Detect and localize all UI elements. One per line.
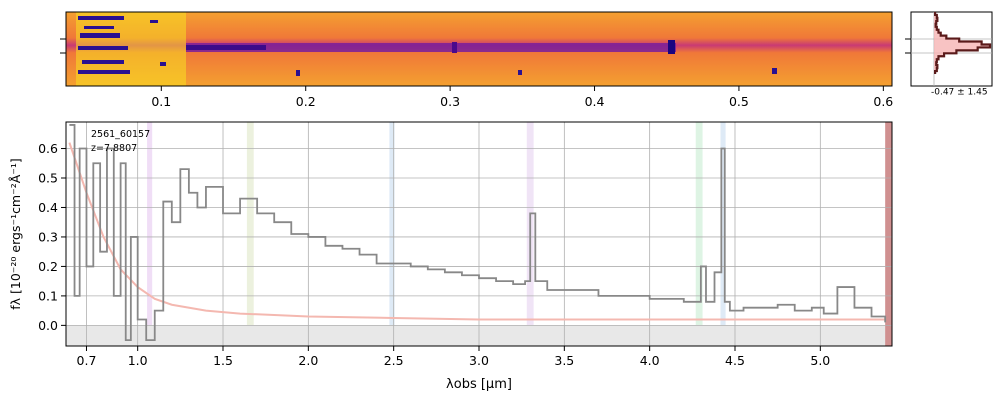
spectrum-1d-xtick-label: 3.0 (469, 353, 489, 368)
spectrum-1d-ytick-label: 0.4 (38, 200, 58, 215)
spectrum-1d-xtick-label: 2.5 (384, 353, 404, 368)
spectrum-1d-xtick-label: 5.0 (810, 353, 830, 368)
y-axis-label: fλ [10⁻²⁰ ergs⁻¹cm⁻²Å⁻¹] (8, 158, 23, 310)
spectrum-1d-xtick-label: 1.5 (213, 353, 233, 368)
emission-line-band (720, 122, 726, 346)
spectrum-2d-emission-1 (452, 42, 457, 53)
model-line (68, 142, 886, 321)
spectrum-2d-xtick-label: 0.6 (873, 94, 893, 109)
spectrum-2d-xtick-label: 0.5 (729, 94, 749, 109)
spectrum-1d-xtick-label: 4.0 (640, 353, 660, 368)
spectrum-2d-artifact (296, 70, 300, 76)
wavelength-limit-marker (885, 122, 892, 346)
spectrum-1d-ytick-label: 0.5 (38, 171, 58, 186)
spectrum-1d-grid (66, 122, 892, 346)
spectrum-1d-panel: 0.7 1.0 1.5 2.0 2.5 3.0 3.5 4.0 4.5 5.0 0.0 0.1 0.2 0… (8, 121, 893, 392)
profile-panel: -0.47 ± 1.45 (905, 11, 993, 98)
spectrum-1d-xtick-label: 3.5 (554, 353, 574, 368)
spectrum-2d-artifact (518, 70, 522, 75)
object-id-label: 2561_60157 (91, 129, 150, 140)
spectrum-2d-trace-core (186, 45, 266, 50)
spectrum-1d-ytick-label: 0.2 (38, 259, 58, 274)
spectrum-1d-ytick-label: 0.1 (38, 288, 58, 303)
spectrum-2d-xtick-label: 0.2 (296, 94, 316, 109)
spectrum-2d-emission-2 (668, 40, 675, 54)
spectrum-1d-ytick-label: 0.0 (38, 318, 58, 333)
profile-annotation: -0.47 ± 1.45 (931, 88, 988, 98)
emission-line-band (246, 122, 254, 346)
emission-line-band (695, 122, 703, 346)
spectrum-2d-frame (65, 11, 893, 87)
spectrum-1d-xtick-label: 4.5 (725, 353, 745, 368)
spectrum-2d-trace (186, 43, 676, 52)
spectrum-1d-ytick-label: 0.3 (38, 229, 58, 244)
spectrum-1d-xtick-label: 0.7 (77, 353, 97, 368)
spectrum-2d-xtick-label: 0.1 (151, 94, 171, 109)
profile-fill (934, 12, 990, 74)
spectrum-2d-xtick-label: 0.3 (440, 94, 460, 109)
spectrum-2d-noise-stripes (78, 16, 166, 74)
spectrum-2d-xaxis: 0.1 0.2 0.3 0.4 0.5 0.6 (151, 86, 893, 109)
spectrum-2d-panel: 0.1 0.2 0.3 0.4 0.5 0.6 (60, 11, 893, 109)
spectrum-1d-xtick-label: 2.0 (298, 353, 318, 368)
spectrum-1d-xtick-label: 1.0 (128, 353, 148, 368)
spectrum-1d-axes: 0.7 1.0 1.5 2.0 2.5 3.0 3.5 4.0 4.5 5.0 0.0 0.1 0.2 0… (38, 141, 830, 368)
spectrum-2d-artifact (772, 68, 777, 74)
spectrum-line (69, 124, 887, 342)
profile-line (934, 12, 992, 74)
emission-line-band (147, 122, 153, 346)
redshift-label: z=7.8807 (91, 143, 137, 154)
spectrum-1d-ytick-label: 0.6 (38, 141, 58, 156)
spectrum-2d-xtick-label: 0.4 (585, 94, 605, 109)
x-axis-label: λobs [μm] (446, 377, 512, 392)
emission-line-band (389, 122, 395, 346)
